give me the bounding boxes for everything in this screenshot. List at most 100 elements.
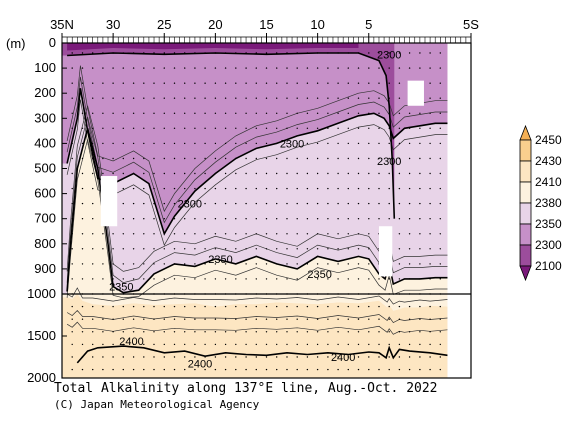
sample-dot bbox=[276, 97, 278, 99]
sample-dot bbox=[81, 331, 84, 333]
sample-dot bbox=[439, 52, 441, 54]
sample-dot bbox=[429, 187, 431, 190]
sample-dot bbox=[327, 305, 329, 308]
sample-dot bbox=[153, 52, 155, 54]
sample-dot bbox=[265, 368, 268, 371]
sample-dot bbox=[173, 368, 176, 371]
sample-dot bbox=[143, 318, 145, 320]
sample-dot bbox=[255, 172, 257, 175]
sample-dot bbox=[235, 263, 237, 265]
sample-dot bbox=[368, 52, 370, 54]
sample-dot bbox=[102, 142, 104, 145]
colorbar-label: 2380 bbox=[535, 196, 562, 210]
sample-dot bbox=[224, 233, 227, 235]
sample-dot bbox=[204, 172, 206, 175]
sample-dot bbox=[132, 218, 135, 220]
chart-credit: (C) Japan Meteorological Agency bbox=[54, 398, 260, 411]
colorbar-segment bbox=[519, 160, 532, 183]
sample-dot bbox=[378, 172, 380, 175]
sample-dot bbox=[255, 187, 257, 190]
sample-dot bbox=[255, 331, 257, 333]
sample-dot bbox=[286, 187, 288, 190]
sample-dot bbox=[235, 368, 237, 371]
sample-dot bbox=[408, 67, 411, 69]
sample-dot bbox=[81, 82, 84, 84]
sample-dot bbox=[224, 356, 227, 358]
sample-dot bbox=[378, 142, 380, 145]
sample-dot bbox=[286, 52, 288, 54]
sample-dot bbox=[122, 331, 125, 333]
sample-dot bbox=[378, 97, 380, 99]
sample-dot bbox=[92, 218, 94, 220]
sample-dot bbox=[337, 67, 339, 69]
sample-dot bbox=[153, 187, 155, 190]
sample-dot bbox=[368, 112, 370, 115]
sample-dot bbox=[419, 263, 421, 265]
sample-dot bbox=[286, 305, 288, 308]
sample-dot bbox=[92, 172, 94, 175]
sample-dot bbox=[378, 52, 380, 54]
sample-dot bbox=[112, 343, 114, 346]
sample-dot bbox=[388, 157, 390, 160]
y-tick-label: 200 bbox=[34, 85, 56, 100]
sample-dot bbox=[306, 157, 309, 160]
sample-dot bbox=[235, 172, 237, 175]
sample-dot bbox=[357, 127, 360, 129]
sample-dot bbox=[102, 157, 104, 160]
sample-dot bbox=[296, 368, 298, 371]
sample-dot bbox=[316, 127, 319, 129]
sample-dot bbox=[153, 233, 155, 235]
sample-dot bbox=[92, 202, 94, 205]
colorbar-label: 2450 bbox=[535, 133, 562, 147]
sample-dot bbox=[214, 318, 217, 320]
sample-dot bbox=[102, 67, 104, 69]
sample-dot bbox=[265, 278, 268, 280]
sample-dot bbox=[337, 187, 339, 190]
sample-dot bbox=[153, 157, 155, 160]
sample-dot bbox=[429, 202, 431, 205]
sample-dot bbox=[214, 172, 217, 175]
sample-dot bbox=[214, 142, 217, 145]
sample-dot bbox=[194, 142, 196, 145]
sample-dot bbox=[122, 202, 125, 205]
sample-dot bbox=[429, 248, 431, 250]
sample-dot bbox=[306, 368, 309, 371]
sample-dot bbox=[184, 187, 186, 190]
sample-dot bbox=[327, 67, 329, 69]
sample-dot bbox=[163, 305, 165, 308]
sample-dot bbox=[204, 278, 206, 280]
x-tick-label: 15 bbox=[259, 17, 273, 32]
sample-dot bbox=[122, 52, 125, 54]
sample-dot bbox=[296, 82, 298, 84]
colorbar-label: 2300 bbox=[535, 238, 562, 252]
sample-dot bbox=[143, 233, 145, 235]
sample-dot bbox=[388, 278, 390, 280]
sample-dot bbox=[408, 233, 411, 235]
sample-dot bbox=[112, 67, 114, 69]
sample-dot bbox=[316, 233, 319, 235]
sample-dot bbox=[184, 331, 186, 333]
sample-dot bbox=[143, 142, 145, 145]
sample-dot bbox=[337, 318, 339, 320]
sample-dot bbox=[408, 157, 411, 160]
sample-dot bbox=[378, 67, 380, 69]
sample-dot bbox=[255, 157, 257, 160]
sample-dot bbox=[153, 142, 155, 145]
sample-dot bbox=[204, 187, 206, 190]
sample-dot bbox=[143, 172, 145, 175]
sample-dot bbox=[194, 52, 196, 54]
sample-dot bbox=[439, 356, 441, 358]
sample-dot bbox=[102, 97, 104, 99]
sample-dot bbox=[429, 263, 431, 265]
sample-dot bbox=[132, 127, 135, 129]
sample-dot bbox=[286, 172, 288, 175]
sample-dot bbox=[122, 263, 125, 265]
sample-dot bbox=[163, 368, 165, 371]
sample-dot bbox=[112, 356, 114, 358]
sample-dot bbox=[316, 368, 319, 371]
sample-dot bbox=[153, 356, 155, 358]
sample-dot bbox=[276, 157, 278, 160]
sample-dot bbox=[153, 112, 155, 115]
sample-dot bbox=[357, 67, 360, 69]
sample-dot bbox=[276, 142, 278, 145]
